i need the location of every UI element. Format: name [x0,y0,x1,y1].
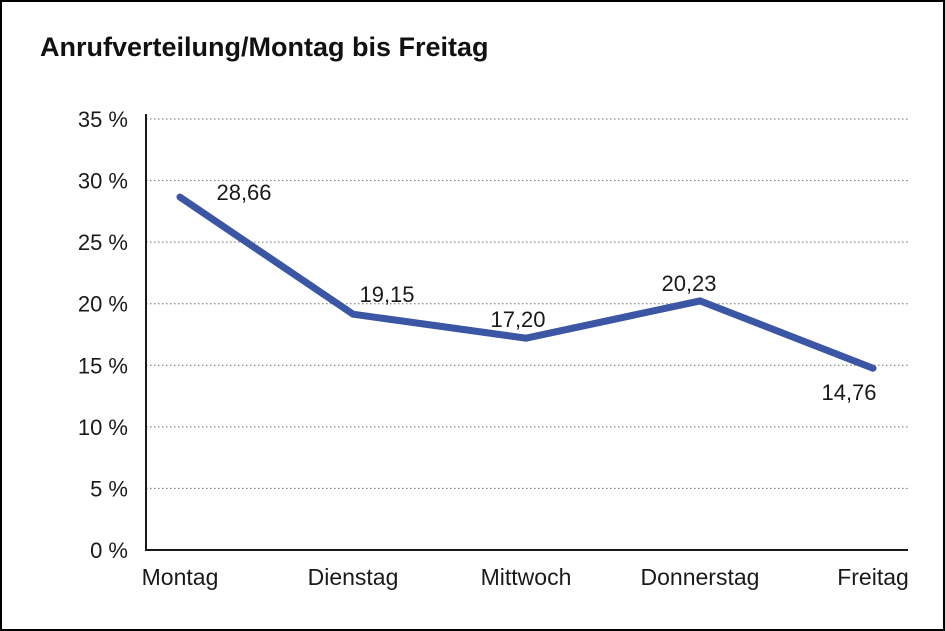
y-tick-label: 30 % [78,169,128,194]
data-point-label: 14,76 [821,380,876,405]
data-line [176,193,877,372]
x-tick-label: Freitag [837,564,909,590]
y-tick-label: 0 % [90,538,128,563]
y-tick-label: 25 % [78,230,128,255]
y-tick-label: 35 % [78,107,128,132]
y-tick-label: 5 % [90,476,128,501]
x-tick-label: Donnerstag [641,564,760,590]
x-tick-label: Montag [142,564,219,590]
y-tick-label: 15 % [78,353,128,378]
data-point-label: 17,20 [490,307,545,332]
x-tick-label: Dienstag [308,564,399,590]
data-point-label: 20,23 [661,271,716,296]
y-tick-label: 10 % [78,415,128,440]
data-point-label: 28,66 [216,180,271,205]
y-tick-label: 20 % [78,292,128,317]
data-point-label: 19,15 [359,282,414,307]
chart-title: Anrufverteilung/Montag bis Freitag [40,32,489,62]
x-tick-label: Mittwoch [481,564,572,590]
